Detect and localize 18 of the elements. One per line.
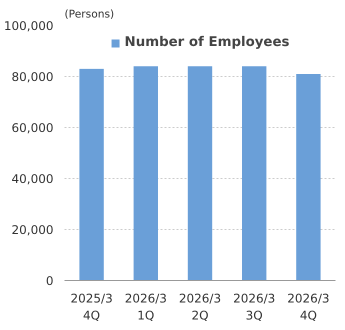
y-tick-label: 100,000 — [4, 19, 54, 33]
y-tick-label: 0 — [46, 274, 54, 288]
bar — [79, 68, 104, 280]
x-tick-label: 2026/3 3Q — [233, 292, 276, 322]
y-tick-label: 80,000 — [12, 70, 54, 84]
x-tick-label: 2026/3 4Q — [287, 292, 330, 322]
y-axis-title: (Persons) — [64, 8, 114, 20]
legend-label: Number of Employees — [124, 35, 290, 50]
bar — [242, 66, 266, 280]
x-tick-label: 2025/3 4Q — [70, 292, 113, 322]
bar — [134, 66, 158, 280]
y-tick-label: 40,000 — [12, 172, 54, 186]
y-tick-label: 20,000 — [12, 223, 54, 237]
x-tick-label: 2026/3 2Q — [178, 292, 222, 322]
bar — [188, 66, 212, 280]
bar — [296, 74, 321, 280]
x-tick-label: 2026/3 1Q — [124, 292, 167, 322]
y-tick-label: 60,000 — [12, 121, 54, 135]
